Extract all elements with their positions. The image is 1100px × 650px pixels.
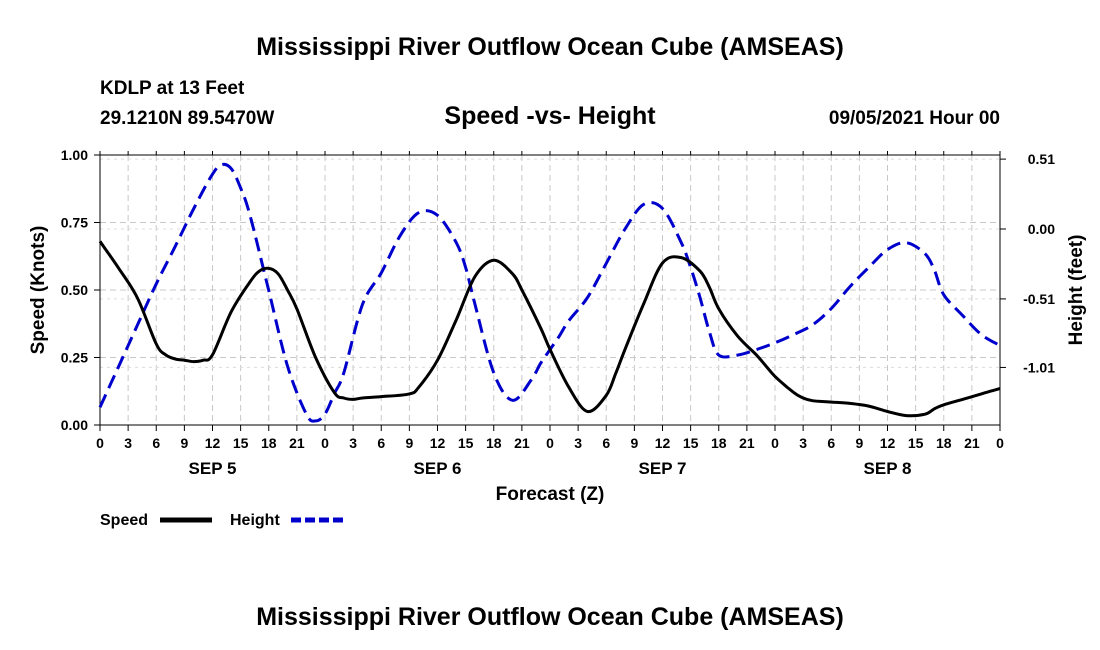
chart-heading: Speed -vs- Height [444,102,656,130]
x-axis-label: Forecast (Z) [496,484,605,505]
y-tick-label: 0.50 [61,282,88,298]
x-day-label: SEP 8 [864,459,912,478]
x-tick-label: 0 [546,435,554,451]
x-day-label: SEP 6 [414,459,462,478]
y-axis-left: 0.00 0.25 0.50 0.75 1.00 [61,147,100,433]
x-tick-label: 18 [486,435,502,451]
x-tick-label: 9 [630,435,638,451]
y2-tick-label: 0.00 [1028,221,1055,237]
x-tick-label: 9 [405,435,413,451]
x-tick-label: 12 [430,435,446,451]
position-label: 29.1210N 89.5470W [100,108,274,129]
datetime-label: 09/05/2021 Hour 00 [829,108,1000,129]
x-tick-label: 0 [96,435,104,451]
x-day-label: SEP 7 [639,459,687,478]
series-group [98,162,1001,423]
x-tick-label: 21 [514,435,530,451]
x-tick-label: 12 [880,435,896,451]
x-tick-label: 21 [289,435,305,451]
legend-height-label: Height [230,512,280,529]
legend-speed-label: Speed [100,512,148,529]
x-tick-label: 0 [771,435,779,451]
x-tick-label: 12 [205,435,221,451]
speed-series-line [98,240,1001,418]
x-tick-label: 6 [377,435,385,451]
x-tick-label: 3 [124,435,132,451]
x-tick-label: 3 [799,435,807,451]
x-tick-label: 18 [936,435,952,451]
station-label: KDLP at 13 Feet [100,78,245,99]
x-tick-label: 0 [321,435,329,451]
legend: Speed Height [100,512,343,529]
height-series-line [98,162,1001,423]
x-tick-label: 6 [602,435,610,451]
y-tick-label: 1.00 [61,147,88,163]
y2-tick-label: 0.51 [1028,151,1055,167]
grid-lines [99,154,1001,426]
y-tick-label: 0.25 [61,350,88,366]
x-tick-label: 15 [908,435,924,451]
x-tick-label: 21 [739,435,755,451]
footer-title: Mississippi River Outflow Ocean Cube (AM… [256,603,844,631]
x-tick-label: 3 [349,435,357,451]
x-tick-label: 21 [964,435,980,451]
y2-tick-label: -1.01 [1023,359,1055,375]
x-tick-label: 15 [458,435,474,451]
x-axis: 0 3 6 9 12 15 18 21 0 3 6 9 12 15 18 21 0 3 6 9 12 15 18 21 0 3 6 9… [96,151,1004,478]
x-day-label: SEP 5 [189,459,237,478]
x-tick-label: 15 [233,435,249,451]
x-tick-label: 9 [180,435,188,451]
x-tick-label: 9 [855,435,863,451]
x-tick-label: 12 [655,435,671,451]
x-tick-label: 6 [827,435,835,451]
x-tick-label: 18 [711,435,727,451]
x-tick-label: 18 [261,435,277,451]
y-tick-label: 0.75 [61,215,88,231]
x-tick-label: 3 [574,435,582,451]
y2-tick-label: -0.51 [1023,291,1055,307]
x-tick-label: 6 [152,435,160,451]
x-tick-label: 0 [996,435,1004,451]
chart-main-title: Mississippi River Outflow Ocean Cube (AM… [256,33,844,61]
y-tick-label: 0.00 [61,417,88,433]
y2-axis-label: Height (feet) [1066,235,1087,346]
y-axis-right: 0.51 0.00 -0.51 -1.01 [1000,151,1055,375]
y-axis-label: Speed (Knots) [28,226,49,355]
x-tick-label: 15 [683,435,699,451]
